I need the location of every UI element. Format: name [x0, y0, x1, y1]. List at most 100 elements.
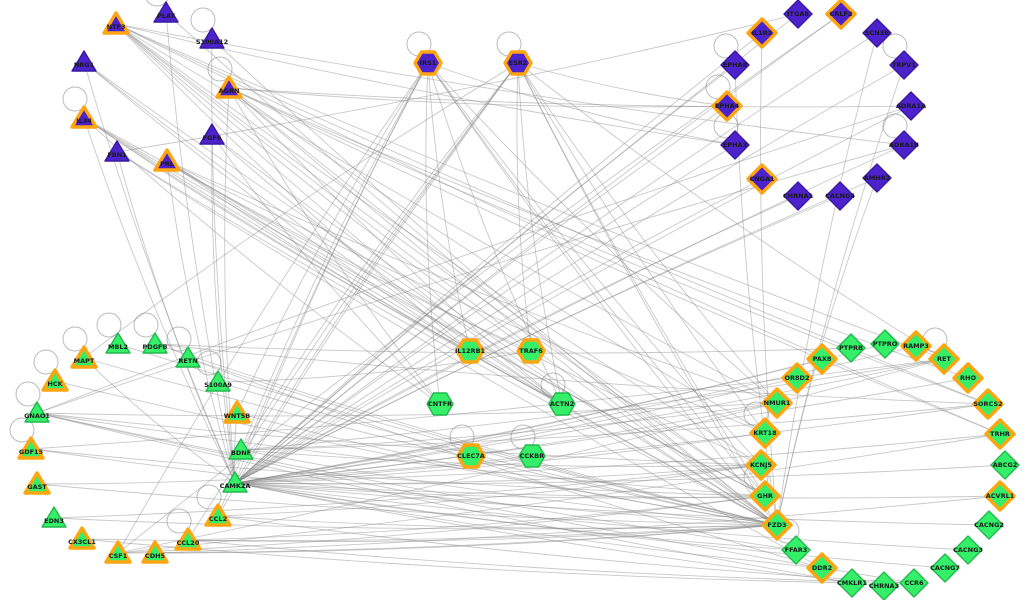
- triangle-node-shape: [104, 140, 130, 162]
- node-CCL2[interactable]: CCL2: [204, 503, 232, 527]
- diamond-node-shape: [928, 343, 960, 375]
- edge: [427, 62, 762, 466]
- node-HCK[interactable]: HCK: [41, 368, 69, 392]
- node-PTPRB[interactable]: PTPRB: [836, 333, 866, 363]
- node-PLAT[interactable]: PLAT: [153, 1, 179, 23]
- diamond-node-shape: [900, 330, 932, 362]
- edge: [83, 117, 236, 484]
- edge: [83, 117, 778, 526]
- edge: [228, 87, 766, 434]
- diamond-node-shape: [972, 388, 1004, 420]
- node-RET[interactable]: RET: [928, 343, 960, 375]
- node-FGF6[interactable]: FGF6: [199, 123, 225, 145]
- triangle-node-shape: [141, 540, 169, 564]
- node-ADRA1B[interactable]: ADRA1B: [889, 130, 919, 160]
- edge: [115, 23, 945, 360]
- edge: [211, 38, 778, 526]
- node-RHO[interactable]: RHO: [952, 362, 984, 394]
- triangle-node-shape: [142, 332, 168, 354]
- edge: [30, 448, 778, 526]
- node-ESR2[interactable]: ESR2: [503, 50, 533, 76]
- node-NTF3[interactable]: NTF3: [102, 11, 130, 35]
- edge: [83, 117, 563, 405]
- edge: [36, 105, 912, 414]
- edge: [36, 483, 778, 526]
- node-S100A12[interactable]: S100A12: [196, 27, 228, 49]
- node-TRPV1[interactable]: TRPV1: [889, 50, 919, 80]
- node-CACNG2[interactable]: CACNG2: [974, 510, 1004, 540]
- triangle-node-shape: [204, 503, 232, 527]
- node-CHRNA1[interactable]: CHRNA1: [783, 181, 814, 211]
- edge: [187, 62, 519, 541]
- edge: [234, 403, 989, 484]
- hexagon-node-shape: [548, 392, 576, 416]
- node-TRHR[interactable]: TRHR: [984, 418, 1016, 450]
- node-MAPT[interactable]: MAPT: [70, 345, 98, 369]
- edge: [516, 62, 532, 352]
- diamond-node-shape: [749, 417, 781, 449]
- node-RETN[interactable]: RETN: [175, 346, 201, 368]
- node-GNAO1[interactable]: GNAO1: [24, 401, 50, 423]
- edge: [427, 62, 778, 526]
- self-loop: [207, 56, 233, 82]
- edge: [36, 412, 762, 466]
- edge: [228, 87, 989, 405]
- node-EPHA3[interactable]: EPHA3: [720, 130, 750, 160]
- node-SCN3B[interactable]: SCN3B: [862, 18, 892, 48]
- node-CCKBR[interactable]: CCKBR: [518, 444, 546, 468]
- node-CACNG7[interactable]: CACNG7: [930, 553, 960, 583]
- edge: [234, 62, 429, 484]
- hexagon-node-shape: [413, 50, 443, 76]
- diamond-node-shape: [953, 535, 983, 565]
- node-PRL[interactable]: PRL: [153, 148, 181, 172]
- node-ACTN2[interactable]: ACTN2: [548, 392, 576, 416]
- node-FZD3[interactable]: FZD3: [761, 509, 793, 541]
- node-CRLF2[interactable]: CRLF2: [825, 0, 857, 30]
- edge: [240, 449, 778, 526]
- node-CLEC7A[interactable]: CLEC7A: [456, 443, 486, 469]
- edge: [36, 402, 778, 417]
- triangle-node-shape: [70, 105, 98, 129]
- edge: [36, 412, 797, 551]
- node-NRG1[interactable]: NRG1: [71, 50, 97, 72]
- diamond-node-shape: [836, 333, 866, 363]
- node-CX3CL1[interactable]: CX3CL1: [68, 526, 96, 550]
- node-CACNG3[interactable]: CACNG3: [953, 535, 983, 565]
- node-AGRN[interactable]: AGRN: [215, 75, 243, 99]
- node-TRAF6[interactable]: TRAF6: [516, 338, 546, 364]
- node-ACVRL1[interactable]: ACVRL1: [984, 480, 1016, 512]
- edge: [234, 482, 1001, 499]
- triangle-node-shape: [175, 346, 201, 368]
- node-ABCG2[interactable]: ABCG2: [990, 450, 1020, 480]
- edge: [427, 62, 563, 405]
- node-SORCS2[interactable]: SORCS2: [972, 388, 1004, 420]
- edge: [228, 87, 778, 526]
- node-EDN3[interactable]: EDN3: [41, 506, 67, 528]
- edge: [517, 62, 778, 526]
- node-CCL20[interactable]: CCL20: [174, 527, 202, 551]
- node-GAST[interactable]: GAST: [23, 471, 51, 495]
- node-CCR6[interactable]: CCR6: [899, 568, 929, 598]
- node-AMHR2[interactable]: AMHR2: [862, 163, 892, 193]
- edge: [83, 117, 441, 405]
- node-CMKLR1[interactable]: CMKLR1: [837, 568, 867, 598]
- edge: [234, 32, 763, 484]
- node-PDGFB[interactable]: PDGFB: [142, 332, 168, 354]
- edge: [228, 87, 563, 405]
- node-CNTFR[interactable]: CNTFR: [426, 392, 454, 416]
- node-ITGA8[interactable]: ITGA8: [783, 0, 813, 29]
- node-PTPRO[interactable]: PTPRO: [870, 329, 900, 359]
- triangle-node-shape: [68, 526, 96, 550]
- diamond-node-shape: [889, 130, 919, 160]
- node-GHR[interactable]: GHR: [749, 480, 781, 512]
- self-loop: [33, 349, 59, 375]
- edge: [228, 87, 728, 108]
- node-IL34[interactable]: IL34: [70, 105, 98, 129]
- node-CACNG4[interactable]: CACNG4: [825, 181, 855, 211]
- triangle-node-shape: [174, 527, 202, 551]
- node-IRS1[interactable]: IRS1: [413, 50, 443, 76]
- node-MBL2[interactable]: MBL2: [105, 332, 131, 354]
- diamond-node-shape: [746, 163, 778, 195]
- node-IL1R2[interactable]: IL1R2: [746, 17, 778, 49]
